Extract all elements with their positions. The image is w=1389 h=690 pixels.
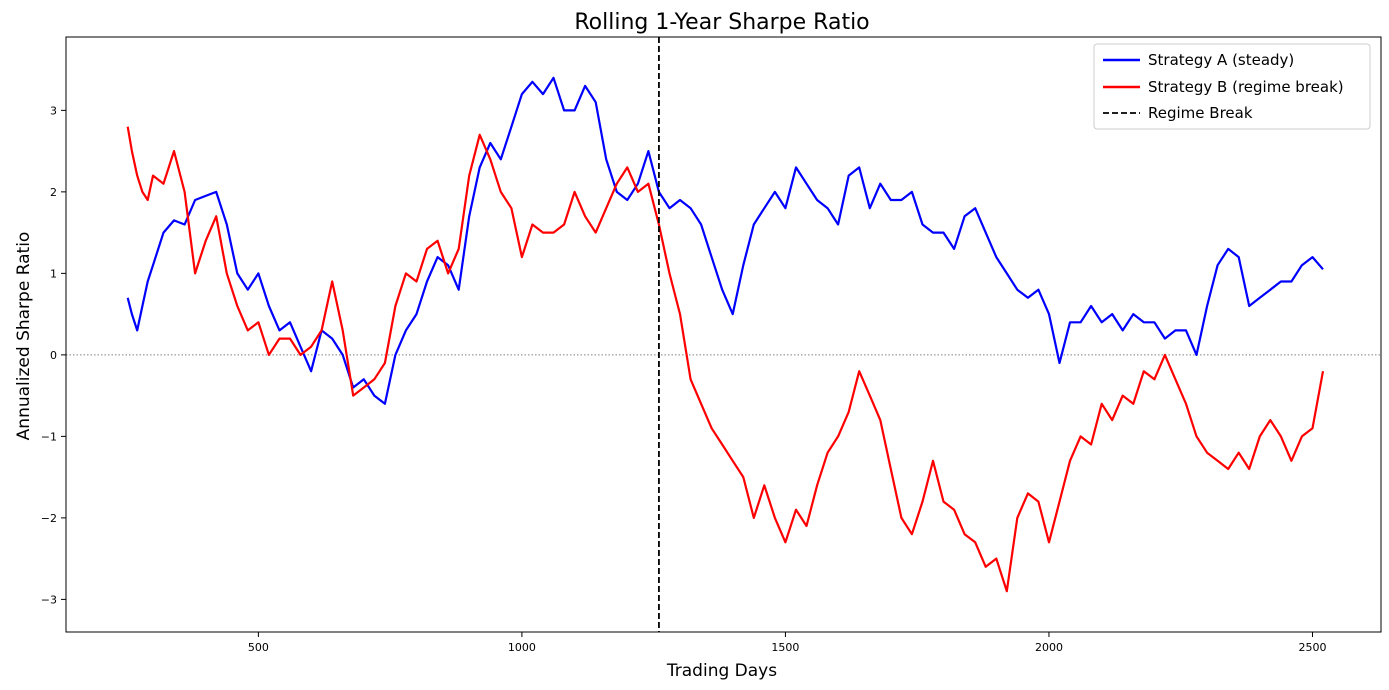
y-tick-label: 3 <box>50 104 57 117</box>
series-group <box>126 76 1325 593</box>
y-tick-label: 0 <box>50 349 57 362</box>
y-tick-label: −2 <box>41 512 57 525</box>
x-tick-label: 2000 <box>1035 641 1063 654</box>
chart-title: Rolling 1-Year Sharpe Ratio <box>574 10 869 35</box>
legend-label-strategy-b: Strategy B (regime break) <box>1148 78 1344 96</box>
legend-frame <box>1093 43 1371 130</box>
legend-label-regime-break: Regime Break <box>1148 104 1253 122</box>
y-tick-label: −1 <box>41 430 57 443</box>
x-tick-label: 2500 <box>1298 641 1326 654</box>
x-tick-label: 1000 <box>508 641 536 654</box>
y-tick-label: −3 <box>41 593 57 606</box>
x-tick-label: 500 <box>248 641 269 654</box>
y-tick-label: 2 <box>50 186 57 199</box>
x-tick-label: 1500 <box>771 641 799 654</box>
x-axis-label: Trading Days <box>666 661 777 681</box>
legend: Strategy A (steady) Strategy B (regime b… <box>1093 43 1371 130</box>
plot-area <box>66 37 1381 632</box>
legend-label-strategy-a: Strategy A (steady) <box>1148 51 1294 69</box>
series-line-strategy-b <box>126 126 1325 593</box>
series-line-strategy-a <box>126 76 1324 405</box>
y-axis-label: Annualized Sharpe Ratio <box>14 232 34 441</box>
axes: 500 1000 1500 2000 2500 −3 −2 −1 0 1 2 3 <box>41 36 1382 654</box>
y-tick-label: 1 <box>50 267 57 280</box>
plot-frame <box>65 36 1382 633</box>
